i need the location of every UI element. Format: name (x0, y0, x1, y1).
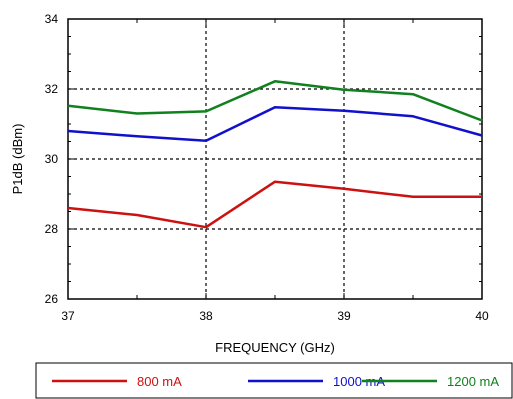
tick-labels: 37 38 39 40 26 28 30 32 34 (45, 12, 489, 323)
series-line-1 (67, 180, 482, 229)
x-tick-label: 38 (199, 309, 213, 323)
y-tick-label: 30 (45, 152, 59, 166)
x-tick-label: 40 (475, 309, 489, 323)
legend-label-2: 1000 mA (333, 374, 385, 389)
legend-label-3: 1200 mA (447, 374, 499, 389)
y-tick-label: 26 (45, 292, 59, 306)
x-tick-label: 37 (61, 309, 75, 323)
x-axis-title: FREQUENCY (GHz) (215, 340, 335, 355)
y-tick-label: 34 (45, 12, 59, 26)
y-tick-label: 32 (45, 82, 59, 96)
series-line-2 (67, 105, 483, 143)
y-tick-label: 28 (45, 222, 59, 236)
grid-lines (68, 19, 482, 299)
series-line-3 (67, 80, 483, 122)
x-tick-label: 39 (337, 309, 351, 323)
legend: 800 mA 1000 mA 1200 mA (52, 374, 499, 389)
y-axis-title: P1dB (dBm) (10, 124, 25, 195)
minor-ticks (67, 18, 483, 300)
series-lines (67, 80, 483, 229)
legend-label-1: 800 mA (137, 374, 182, 389)
